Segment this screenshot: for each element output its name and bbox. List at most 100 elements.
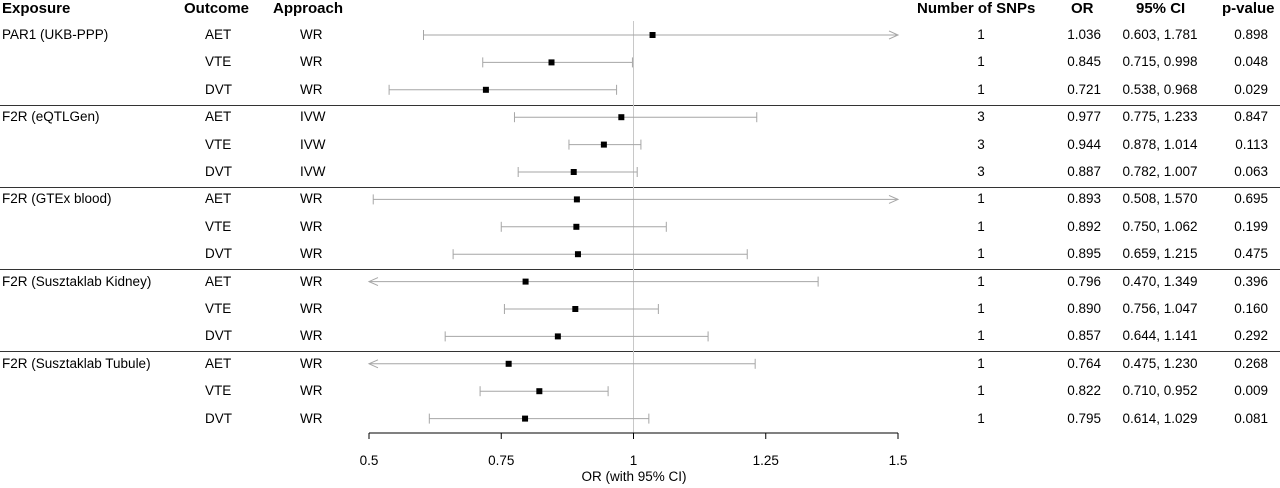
approach-cell: WR <box>300 355 323 371</box>
approach-cell: IVW <box>300 136 326 152</box>
outcome-cell: DVT <box>205 164 232 179</box>
x-tick-label: 1.5 <box>888 453 908 468</box>
p-value-cell: 0.081 <box>1234 410 1268 426</box>
or-point <box>482 86 489 93</box>
or-cell: 0.795 <box>1067 410 1101 426</box>
outcome-cell: DVT <box>205 81 232 97</box>
or-cell: 0.887 <box>1067 164 1101 179</box>
or-cell: 0.721 <box>1067 81 1101 97</box>
or-point <box>570 169 577 175</box>
snps-cell: 3 <box>977 109 985 125</box>
header-95-ci: 95% CI <box>1136 0 1186 17</box>
or-point <box>522 415 529 422</box>
or-cell: 0.892 <box>1067 218 1101 234</box>
ci-cell: 0.878, 1.014 <box>1122 136 1198 152</box>
p-value-cell: 0.847 <box>1234 109 1268 125</box>
or-point <box>536 388 543 395</box>
or-cell: 1.036 <box>1067 27 1101 42</box>
or-cell: 0.822 <box>1067 383 1101 399</box>
header-approach: Approach <box>273 0 344 17</box>
or-point <box>522 278 529 285</box>
snps-cell: 1 <box>977 246 985 262</box>
ci-cell: 0.470, 1.349 <box>1122 273 1198 289</box>
ci-cell: 0.538, 0.968 <box>1122 81 1198 97</box>
or-cell: 0.857 <box>1067 328 1101 344</box>
or-cell: 0.890 <box>1067 301 1101 316</box>
ci-arrow-right <box>888 30 900 40</box>
snps-cell: 3 <box>977 164 985 179</box>
p-value-cell: 0.695 <box>1234 191 1268 207</box>
exposure-label: F2R (Susztaklab Kidney) <box>2 273 152 289</box>
snps-cell: 3 <box>977 136 985 152</box>
or-cell: 0.893 <box>1067 191 1101 207</box>
or-point <box>548 59 555 66</box>
approach-cell: IVW <box>300 109 326 125</box>
ci-cell: 0.603, 1.781 <box>1122 27 1198 42</box>
ci-cell: 0.644, 1.141 <box>1122 328 1198 344</box>
or-cell: 0.796 <box>1067 273 1101 289</box>
ci-cell: 0.750, 1.062 <box>1122 218 1198 234</box>
p-value-cell: 0.160 <box>1234 301 1268 316</box>
or-point <box>649 32 656 38</box>
ci-cell: 0.715, 0.998 <box>1122 54 1198 70</box>
or-point <box>574 251 581 258</box>
outcome-cell: AET <box>205 355 232 371</box>
header-exposure: Exposure <box>2 0 71 17</box>
or-point <box>505 360 512 367</box>
outcome-cell: VTE <box>205 218 232 234</box>
or-point <box>554 333 561 340</box>
ci-cell: 0.710, 0.952 <box>1122 383 1198 399</box>
outcome-cell: AET <box>205 273 232 289</box>
p-value-cell: 0.029 <box>1234 81 1268 97</box>
snps-cell: 1 <box>977 273 985 289</box>
approach-cell: WR <box>300 328 323 344</box>
or-cell: 0.845 <box>1067 54 1101 70</box>
or-point <box>573 223 580 230</box>
x-tick-label: 0.75 <box>488 453 515 468</box>
or-point <box>572 306 579 312</box>
or-cell: 0.944 <box>1067 136 1101 152</box>
outcome-cell: VTE <box>205 301 232 316</box>
ci-cell: 0.475, 1.230 <box>1122 355 1198 371</box>
outcome-cell: AET <box>205 191 232 207</box>
outcome-cell: VTE <box>205 136 232 152</box>
or-cell: 0.895 <box>1067 246 1101 262</box>
or-point <box>573 196 580 203</box>
ci-cell: 0.775, 1.233 <box>1122 109 1198 125</box>
snps-cell: 1 <box>977 410 985 426</box>
group-separator <box>0 351 1280 352</box>
approach-cell: WR <box>300 273 323 289</box>
ci-arrow-left <box>367 277 379 287</box>
or-cell: 0.764 <box>1067 355 1101 371</box>
snps-cell: 1 <box>977 301 985 316</box>
group-separator <box>0 187 1280 188</box>
outcome-cell: VTE <box>205 383 232 399</box>
approach-cell: WR <box>300 383 323 399</box>
outcome-cell: DVT <box>205 410 232 426</box>
or-cell: 0.977 <box>1067 109 1101 125</box>
snps-cell: 1 <box>977 355 985 371</box>
p-value-cell: 0.268 <box>1234 355 1268 371</box>
snps-cell: 1 <box>977 218 985 234</box>
snps-cell: 1 <box>977 81 985 97</box>
snps-cell: 1 <box>977 54 985 70</box>
approach-cell: IVW <box>300 164 326 179</box>
x-tick-label: 1 <box>629 453 638 468</box>
outcome-cell: VTE <box>205 54 232 70</box>
p-value-cell: 0.292 <box>1234 328 1268 344</box>
snps-cell: 1 <box>977 383 985 399</box>
snps-cell: 1 <box>977 27 985 42</box>
exposure-label: PAR1 (UKB-PPP) <box>2 27 109 42</box>
approach-cell: WR <box>300 410 323 426</box>
ci-arrow-left <box>367 359 379 369</box>
exposure-label: F2R (Susztaklab Tubule) <box>2 355 151 371</box>
outcome-cell: DVT <box>205 246 232 262</box>
ci-cell: 0.782, 1.007 <box>1122 164 1198 179</box>
or-point <box>618 114 625 121</box>
ci-cell: 0.659, 1.215 <box>1122 246 1198 262</box>
p-value-cell: 0.063 <box>1234 164 1268 179</box>
x-tick-label: 0.5 <box>359 453 379 468</box>
ci-cell: 0.614, 1.029 <box>1122 410 1198 426</box>
approach-cell: WR <box>300 301 323 316</box>
approach-cell: WR <box>300 81 323 97</box>
